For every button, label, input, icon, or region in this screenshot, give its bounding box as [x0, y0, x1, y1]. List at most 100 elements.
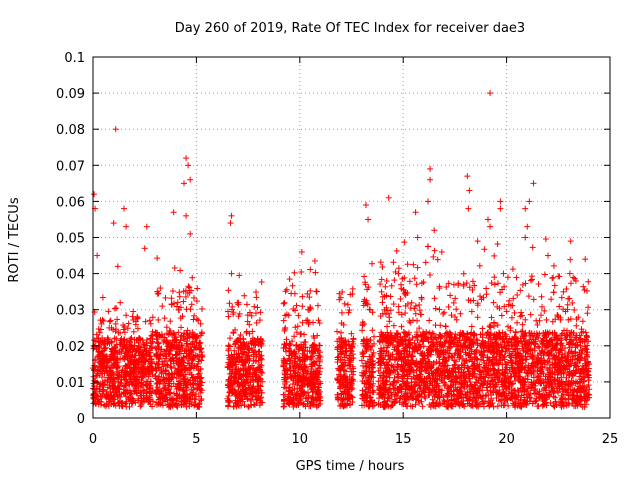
data-point — [307, 287, 314, 294]
data-point — [548, 296, 555, 303]
data-point — [126, 403, 133, 410]
data-point — [393, 247, 400, 254]
data-point — [488, 279, 495, 286]
data-point — [500, 270, 507, 277]
data-point — [311, 257, 318, 264]
data-point — [414, 317, 421, 324]
data-point — [187, 306, 194, 313]
data-point — [91, 366, 98, 373]
data-point — [168, 295, 175, 302]
data-point — [447, 292, 454, 299]
data-point — [131, 336, 138, 343]
data-point — [100, 387, 107, 394]
data-point — [402, 310, 409, 317]
data-point — [190, 316, 197, 323]
data-point — [312, 269, 319, 276]
data-point — [518, 309, 525, 316]
data-point — [167, 318, 174, 325]
data-point — [171, 264, 178, 271]
data-point — [529, 276, 536, 283]
data-point — [240, 336, 247, 343]
data-point — [193, 298, 200, 305]
data-point — [382, 283, 389, 290]
data-point — [116, 390, 123, 397]
data-point — [555, 389, 562, 396]
data-point — [551, 282, 558, 289]
data-point — [412, 310, 419, 317]
data-point — [334, 328, 341, 335]
data-point — [406, 278, 413, 285]
data-point — [378, 288, 385, 295]
data-point — [194, 285, 201, 292]
data-point — [245, 403, 252, 410]
data-point — [556, 303, 563, 310]
data-point — [127, 358, 134, 365]
data-point — [401, 290, 408, 297]
data-point — [188, 301, 195, 308]
data-point — [432, 305, 439, 312]
data-point — [522, 316, 529, 323]
data-point — [253, 319, 260, 326]
data-point — [129, 398, 136, 405]
data-point — [550, 289, 557, 296]
data-point — [358, 357, 365, 364]
data-point — [460, 270, 467, 277]
data-point — [132, 399, 139, 406]
data-point — [161, 315, 168, 322]
data-point — [552, 394, 559, 401]
data-point — [486, 323, 493, 330]
data-point — [282, 288, 289, 295]
data-point — [430, 253, 437, 260]
data-point — [390, 259, 397, 266]
data-point — [580, 283, 587, 290]
data-point — [136, 335, 143, 342]
data-point — [226, 335, 233, 342]
data-point — [124, 325, 131, 332]
data-point — [189, 274, 196, 281]
data-point — [315, 317, 322, 324]
data-point — [550, 262, 557, 269]
data-point — [349, 285, 356, 292]
data-point — [541, 271, 548, 278]
data-point — [397, 295, 404, 302]
data-point — [103, 394, 110, 401]
data-point — [162, 294, 169, 301]
data-point — [114, 316, 121, 323]
data-point — [107, 367, 114, 374]
data-point — [463, 280, 470, 287]
data-point — [450, 299, 457, 306]
data-point — [408, 299, 415, 306]
data-point — [254, 304, 261, 311]
data-point — [146, 396, 153, 403]
data-point — [519, 321, 526, 328]
data-point — [419, 403, 426, 410]
data-point — [445, 303, 452, 310]
data-point — [137, 364, 144, 371]
data-point — [453, 306, 460, 313]
data-point — [571, 306, 578, 313]
data-point — [99, 335, 106, 342]
data-point — [173, 351, 180, 358]
data-point — [299, 303, 306, 310]
data-point — [134, 313, 141, 320]
data-point — [169, 288, 176, 295]
data-point — [566, 270, 573, 277]
data-point — [134, 373, 141, 380]
data-point — [94, 393, 101, 400]
data-point — [138, 382, 145, 389]
data-point — [310, 319, 317, 326]
data-point — [469, 278, 476, 285]
data-point — [99, 294, 106, 301]
data-point — [135, 395, 142, 402]
data-point — [418, 294, 425, 301]
data-point — [178, 324, 185, 331]
data-point — [147, 340, 154, 347]
data-point — [436, 306, 443, 313]
data-point — [483, 285, 490, 292]
data-point — [117, 299, 124, 306]
data-point — [442, 323, 449, 330]
data-point — [136, 376, 143, 383]
data-point — [291, 269, 298, 276]
data-point — [256, 317, 263, 324]
